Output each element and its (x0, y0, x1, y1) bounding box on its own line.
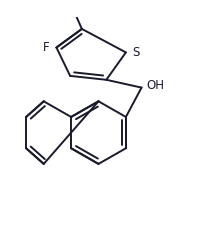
Text: F: F (43, 41, 50, 54)
Text: OH: OH (146, 79, 164, 92)
Text: S: S (132, 46, 139, 59)
